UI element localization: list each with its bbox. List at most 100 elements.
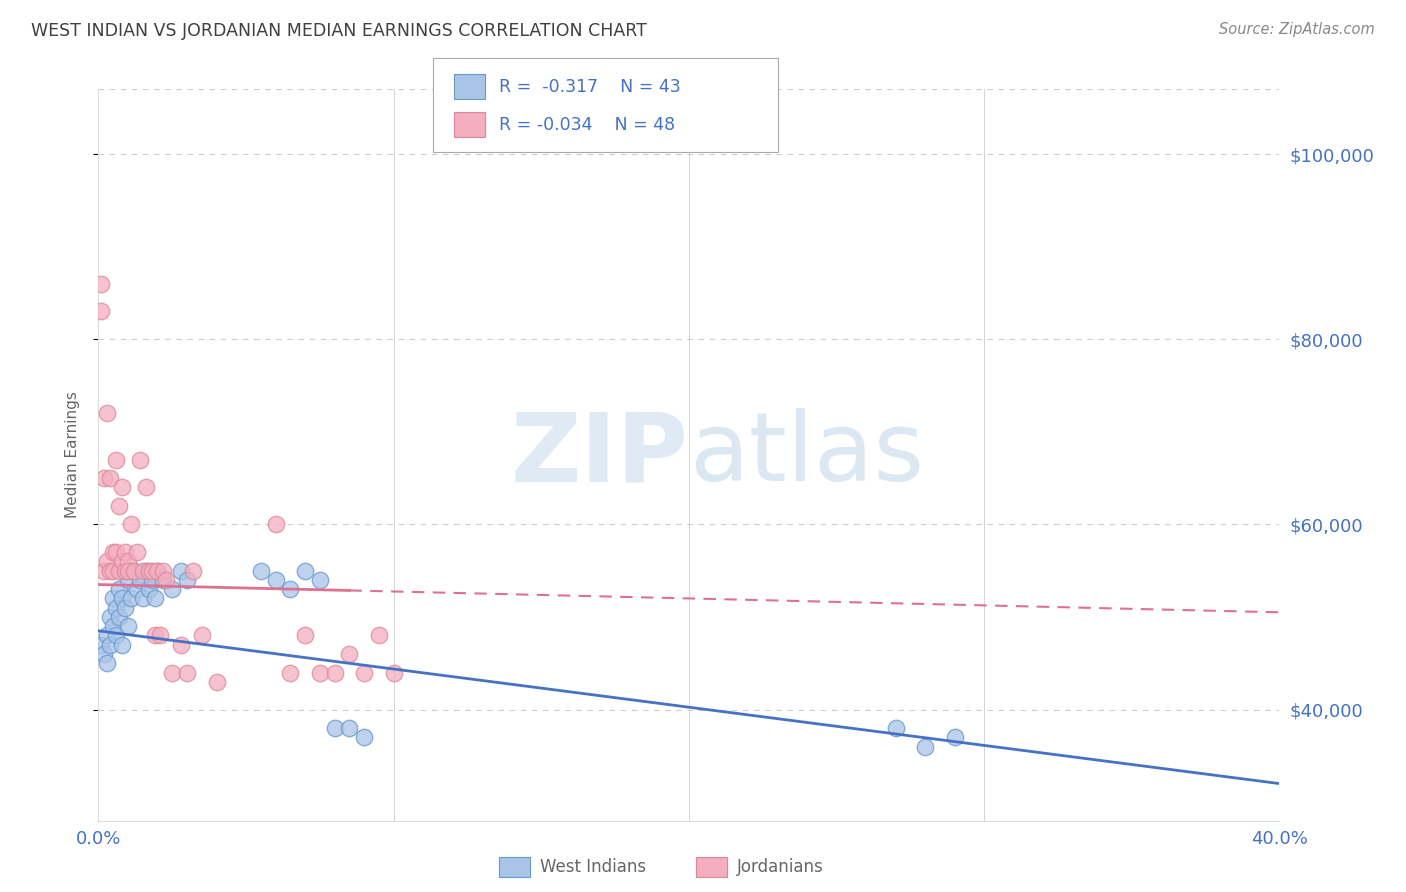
Point (96, 628, 118, 642)
Point (93, 564, 115, 578)
Point (90, 304, 112, 318)
Point (111, 480, 134, 494)
Point (105, 545, 128, 559)
Point (155, 573, 177, 587)
Point (103, 619, 125, 633)
Point (191, 628, 214, 642)
Point (132, 591, 155, 606)
Point (108, 499, 131, 513)
Point (181, 564, 204, 578)
Point (125, 545, 148, 559)
Point (141, 564, 163, 578)
Point (120, 517, 142, 532)
Point (309, 665, 332, 680)
Point (120, 591, 142, 606)
Point (138, 582, 160, 597)
Point (117, 564, 139, 578)
Point (146, 564, 169, 578)
Point (90, 277, 112, 291)
Point (135, 480, 157, 494)
Y-axis label: Median Earnings: Median Earnings (65, 392, 80, 518)
Point (117, 554, 139, 568)
Point (143, 628, 166, 642)
Point (264, 517, 287, 532)
Point (103, 591, 125, 606)
Point (368, 628, 391, 642)
Point (323, 665, 346, 680)
Point (323, 721, 346, 735)
Point (152, 564, 174, 578)
Point (280, 665, 302, 680)
Point (149, 628, 172, 642)
Text: West Indians: West Indians (540, 858, 645, 876)
Point (114, 564, 136, 578)
Point (138, 564, 160, 578)
Point (93, 471, 115, 485)
Point (111, 554, 134, 568)
Point (114, 545, 136, 559)
Point (93, 647, 115, 661)
Point (205, 674, 228, 689)
Text: ZIP: ZIP (510, 409, 689, 501)
Point (294, 628, 316, 642)
Point (339, 721, 361, 735)
Point (105, 628, 128, 642)
Point (122, 564, 145, 578)
Point (96, 406, 118, 420)
Point (143, 591, 166, 606)
Point (152, 573, 174, 587)
Text: Jordanians: Jordanians (737, 858, 824, 876)
Text: R = -0.034    N = 48: R = -0.034 N = 48 (499, 116, 675, 134)
Point (125, 582, 148, 597)
Point (111, 638, 134, 652)
Point (170, 638, 193, 652)
Point (122, 564, 145, 578)
Point (943, 731, 966, 745)
Point (170, 564, 193, 578)
Point (141, 573, 163, 587)
Point (103, 564, 125, 578)
Point (108, 564, 131, 578)
Point (117, 619, 139, 633)
Point (353, 665, 375, 680)
Point (105, 452, 128, 467)
Point (162, 582, 183, 597)
Point (162, 665, 183, 680)
Point (884, 721, 907, 735)
Point (382, 665, 405, 680)
Point (90, 638, 112, 652)
Text: atlas: atlas (689, 409, 924, 501)
Point (98, 564, 121, 578)
Point (114, 600, 136, 615)
Point (111, 591, 134, 606)
Point (108, 582, 131, 597)
Text: WEST INDIAN VS JORDANIAN MEDIAN EARNINGS CORRELATION CHART: WEST INDIAN VS JORDANIAN MEDIAN EARNINGS… (31, 22, 647, 40)
Point (96, 657, 118, 671)
Point (135, 564, 157, 578)
Point (146, 564, 169, 578)
Point (176, 573, 198, 587)
Point (96, 554, 118, 568)
Point (98, 638, 121, 652)
Point (103, 545, 125, 559)
Point (117, 573, 139, 587)
Point (339, 647, 361, 661)
Point (105, 600, 128, 615)
Point (128, 573, 150, 587)
Point (250, 564, 273, 578)
Point (264, 573, 287, 587)
Point (294, 564, 316, 578)
Point (353, 731, 375, 745)
Point (128, 452, 150, 467)
Point (914, 739, 936, 754)
Point (309, 573, 332, 587)
Point (132, 564, 155, 578)
Text: Source: ZipAtlas.com: Source: ZipAtlas.com (1219, 22, 1375, 37)
Point (280, 582, 302, 597)
Point (98, 471, 121, 485)
Point (176, 665, 198, 680)
Point (114, 564, 136, 578)
Point (108, 610, 131, 624)
Text: R =  -0.317    N = 43: R = -0.317 N = 43 (499, 78, 681, 95)
Point (98, 610, 121, 624)
